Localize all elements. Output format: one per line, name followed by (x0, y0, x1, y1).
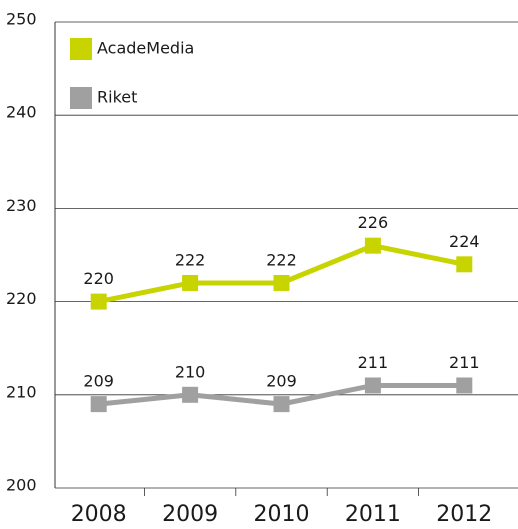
x-tick-label: 2011 (345, 502, 401, 527)
marker (273, 396, 290, 413)
x-tick-label: 2008 (71, 502, 127, 527)
y-tick-label: 250 (6, 10, 37, 29)
x-tick-label: 2012 (436, 502, 492, 527)
marker (456, 256, 473, 273)
marker (182, 386, 199, 403)
x-tick-label: 2010 (254, 502, 310, 527)
marker (364, 237, 381, 254)
data-label: 226 (358, 213, 389, 232)
legend-label: Riket (97, 88, 137, 107)
data-label: 211 (449, 353, 480, 372)
data-label: 224 (449, 232, 480, 251)
marker (90, 293, 107, 310)
data-label: 220 (83, 269, 114, 288)
y-tick-label: 240 (6, 103, 37, 122)
marker (182, 274, 199, 291)
data-label: 211 (358, 353, 389, 372)
marker (90, 396, 107, 413)
legend-label: AcadeMedia (97, 39, 194, 58)
legend-swatch (70, 38, 92, 60)
marker (456, 377, 473, 394)
marker (273, 274, 290, 291)
x-tick-label: 2009 (162, 502, 218, 527)
legend-swatch (70, 87, 92, 109)
data-label: 222 (175, 250, 206, 269)
data-label: 209 (266, 372, 297, 391)
y-tick-label: 210 (6, 382, 37, 401)
data-label: 222 (266, 250, 297, 269)
y-tick-label: 230 (6, 196, 37, 215)
y-tick-label: 220 (6, 289, 37, 308)
data-label: 209 (83, 372, 114, 391)
marker (364, 377, 381, 394)
data-label: 210 (175, 362, 206, 381)
y-tick-label: 200 (6, 476, 37, 495)
